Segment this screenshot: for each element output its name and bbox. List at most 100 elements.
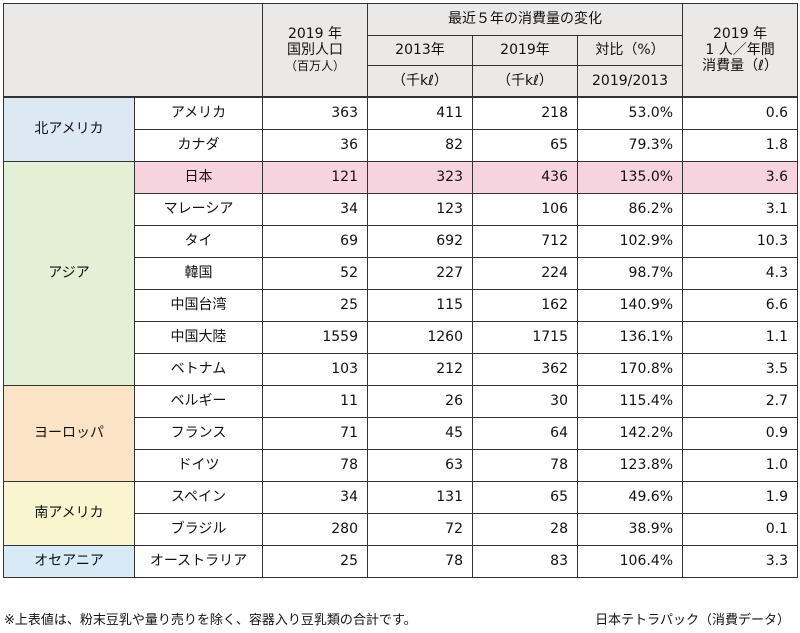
header-population-line1: 2019 年 [287,25,343,42]
ratio-cell: 170.8% [576,353,684,386]
header-col-2019: 2019年 [472,35,578,66]
consumption-2013-cell: 72 [367,513,473,546]
country-cell: スペイン [134,481,263,514]
header-per-capita-line1: 2019 年 [712,25,768,42]
consumption-2019-cell: 224 [472,257,578,290]
population-cell: 34 [262,193,368,226]
consumption-2013-cell: 45 [367,417,473,450]
population-cell: 25 [262,289,368,322]
header-unit-2019: （千kℓ） [472,65,578,98]
country-cell: マレーシア [134,193,263,226]
ratio-cell: 49.6% [576,481,684,514]
consumption-2019-cell: 162 [472,289,578,322]
country-cell: ベトナム [134,353,263,386]
country-cell: カナダ [134,129,263,162]
header-per-capita: 2019 年 1 人／年間 消費量（ℓ） [682,3,799,98]
consumption-2013-cell: 212 [367,353,473,386]
header-col-ratio: 対比（%） [576,35,684,66]
header-population-line2: 国別人口 [287,41,343,58]
table-row: ドイツ 78 63 78 123.8% 1.0 [4,449,799,482]
table-body: 北アメリカ アメリカ 363 411 218 53.0% 0.6 カナダ 36 … [3,96,799,578]
per-capita-cell: 3.1 [682,193,799,226]
header-unit-2013: （千kℓ） [367,65,473,98]
ratio-cell: 115.4% [576,385,684,418]
country-cell: 中国大陸 [134,321,263,354]
country-cell: 日本 [134,161,263,194]
consumption-2013-cell: 82 [367,129,473,162]
table-row: 韓国 52 227 224 98.7% 4.3 [4,257,799,290]
header-per-capita-line3: 消費量（ℓ） [702,58,778,75]
table-row: マレーシア 34 123 106 86.2% 3.1 [4,193,799,226]
per-capita-cell: 3.5 [682,353,799,386]
country-cell: ブラジル [134,513,263,546]
ratio-cell: 135.0% [576,161,684,194]
per-capita-cell: 4.3 [682,257,799,290]
consumption-2019-cell: 1715 [472,321,578,354]
population-cell: 52 [262,257,368,290]
region-south-america: 南アメリカ [3,481,135,546]
consumption-2019-cell: 106 [472,193,578,226]
footnote: ※上表値は、粉末豆乳や量り売りを除く、容器入り豆乳類の合計です。 [4,613,417,628]
consumption-2013-cell: 78 [367,545,473,578]
country-cell: ベルギー [134,385,263,418]
header-unit-ratio: 2019/2013 [576,65,684,98]
per-capita-cell: 0.1 [682,513,799,546]
population-cell: 25 [262,545,368,578]
consumption-2013-cell: 123 [367,193,473,226]
population-cell: 78 [262,449,368,482]
population-cell: 280 [262,513,368,546]
per-capita-cell: 6.6 [682,289,799,322]
consumption-2013-cell: 63 [367,449,473,482]
per-capita-cell: 1.1 [682,321,799,354]
region-europe: ヨーロッパ [3,385,135,482]
region-asia: アジア [3,161,135,386]
header-population-unit: （百万人） [284,59,345,74]
ratio-cell: 86.2% [576,193,684,226]
table-row: カナダ 36 82 65 79.3% 1.8 [4,129,799,162]
table-row-highlighted: アジア 日本 121 323 436 135.0% 3.6 [3,161,799,386]
consumption-2019-cell: 65 [472,129,578,162]
ratio-cell: 79.3% [576,129,684,162]
country-cell: 韓国 [134,257,263,290]
header-per-capita-line2: 1 人／年間 [705,41,775,58]
per-capita-cell: 10.3 [682,225,799,258]
per-capita-cell: 3.6 [682,161,799,194]
consumption-2019-cell: 28 [472,513,578,546]
country-cell: タイ [134,225,263,258]
consumption-2019-cell: 30 [472,385,578,418]
region-oceania: オセアニア [3,545,135,578]
population-cell: 363 [262,96,368,130]
population-cell: 121 [262,161,368,194]
per-capita-cell: 1.8 [682,129,799,162]
consumption-2013-cell: 323 [367,161,473,194]
country-cell: フランス [134,417,263,450]
ratio-cell: 136.1% [576,321,684,354]
data-source: 日本テトラパック（消費データ） [595,613,790,628]
per-capita-cell: 1.9 [682,481,799,514]
table-row: オセアニア オーストラリア 25 78 83 106.4% 3.3 [3,545,799,578]
ratio-cell: 98.7% [576,257,684,290]
per-capita-cell: 0.9 [682,417,799,450]
consumption-2019-cell: 218 [472,96,578,130]
population-cell: 11 [262,385,368,418]
header-blank-cell [3,3,263,98]
population-cell: 69 [262,225,368,258]
population-cell: 36 [262,129,368,162]
region-north-america: 北アメリカ [3,96,135,162]
country-cell: ドイツ [134,449,263,482]
consumption-2019-cell: 83 [472,545,578,578]
ratio-cell: 142.2% [576,417,684,450]
ratio-cell: 102.9% [576,225,684,258]
per-capita-cell: 1.0 [682,449,799,482]
table-row: 南アメリカ スペイン 34 131 65 49.6% 1.9 [3,481,799,546]
country-cell: 中国台湾 [134,289,263,322]
table-row: ブラジル 280 72 28 38.9% 0.1 [4,513,799,546]
soymilk-consumption-table: 2019 年 国別人口 （百万人） 最近５年の消費量の変化 2019 年 1 人… [3,3,799,578]
ratio-cell: 140.9% [576,289,684,322]
population-cell: 71 [262,417,368,450]
per-capita-cell: 3.3 [682,545,799,578]
consumption-2013-cell: 115 [367,289,473,322]
consumption-2013-cell: 1260 [367,321,473,354]
consumption-2019-cell: 64 [472,417,578,450]
population-cell: 34 [262,481,368,514]
